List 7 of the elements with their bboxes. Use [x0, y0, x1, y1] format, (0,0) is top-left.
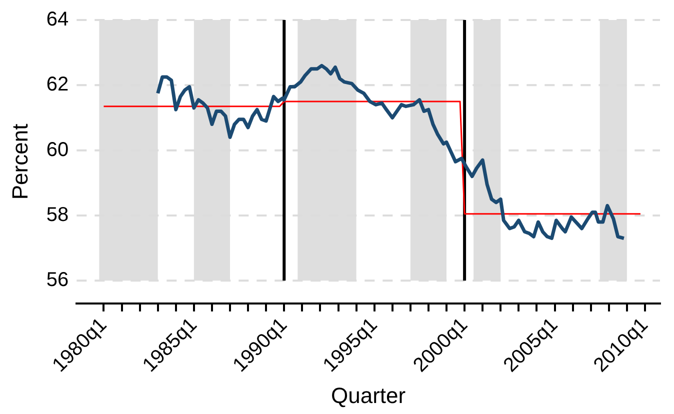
- y-tick-label: 60: [46, 138, 69, 161]
- y-tick-label: 56: [46, 269, 69, 292]
- y-axis-title: Percent: [7, 124, 32, 200]
- y-tick-label: 58: [46, 204, 69, 226]
- y-tick-label: 62: [46, 74, 69, 96]
- x-axis-title: Quarter: [331, 382, 406, 408]
- y-tick-label: 64: [46, 8, 69, 31]
